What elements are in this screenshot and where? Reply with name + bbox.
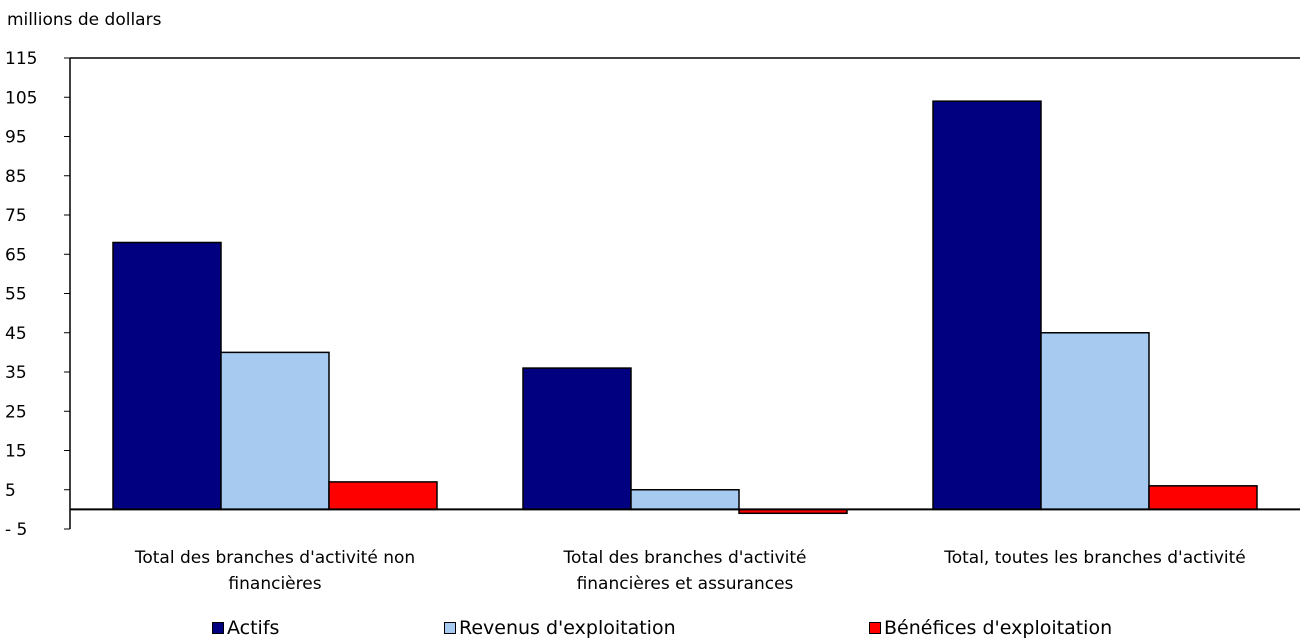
legend-item: Revenus d'exploitation bbox=[444, 617, 676, 639]
y-tick-label: 55 bbox=[5, 285, 27, 305]
bar-actifs bbox=[932, 100, 1042, 511]
y-tick-label: 15 bbox=[5, 442, 27, 462]
bar-revenus-d-exploitation bbox=[630, 489, 740, 511]
bar-actifs bbox=[522, 367, 632, 511]
y-tick-label: 95 bbox=[5, 128, 27, 148]
y-tick-label: 25 bbox=[5, 402, 27, 422]
x-category-label: Total des branches d'activité bbox=[563, 548, 807, 568]
legend-label: Revenus d'exploitation bbox=[459, 617, 676, 639]
bar-b-n-fices-d-exploitation bbox=[328, 481, 438, 511]
legend-swatch bbox=[444, 622, 456, 634]
bar-b-n-fices-d-exploitation bbox=[1148, 485, 1258, 511]
legend-item: Bénéfices d'exploitation bbox=[869, 617, 1112, 639]
x-category-label: financières bbox=[228, 574, 321, 594]
y-axis-unit-label: millions de dollars bbox=[7, 10, 162, 30]
y-tick-label: 75 bbox=[5, 206, 27, 226]
y-tick-label: 115 bbox=[5, 49, 37, 69]
y-tick-label: 65 bbox=[5, 245, 27, 265]
y-tick-label: 35 bbox=[5, 363, 27, 383]
y-tick-label: 45 bbox=[5, 324, 27, 344]
legend-label: Actifs bbox=[227, 617, 280, 639]
legend: Actifs Revenus d'exploitation Bénéfices d'… bbox=[0, 617, 1302, 639]
y-tick-label: 5 bbox=[5, 481, 16, 501]
plot-area: 115 105 95 85 75 65 55 45 35 25 15 5 - 5 Total des br… bbox=[5, 49, 1300, 594]
legend-label: Bénéfices d'exploitation bbox=[884, 617, 1113, 639]
x-category-label: financières et assurances bbox=[577, 574, 794, 594]
x-category-label: Total, toutes les branches d'activité bbox=[943, 548, 1246, 568]
y-tick-label: 85 bbox=[5, 167, 27, 187]
legend-swatch bbox=[869, 622, 881, 634]
bar-revenus-d-exploitation bbox=[220, 351, 330, 511]
bar-revenus-d-exploitation bbox=[1040, 332, 1150, 511]
x-category-label: Total des branches d'activité non bbox=[134, 548, 415, 568]
legend-item: Actifs bbox=[212, 617, 279, 639]
y-tick-label: - 5 bbox=[5, 520, 27, 540]
legend-swatch bbox=[212, 622, 224, 634]
y-tick-label: 105 bbox=[5, 88, 37, 108]
bar-actifs bbox=[112, 241, 222, 511]
